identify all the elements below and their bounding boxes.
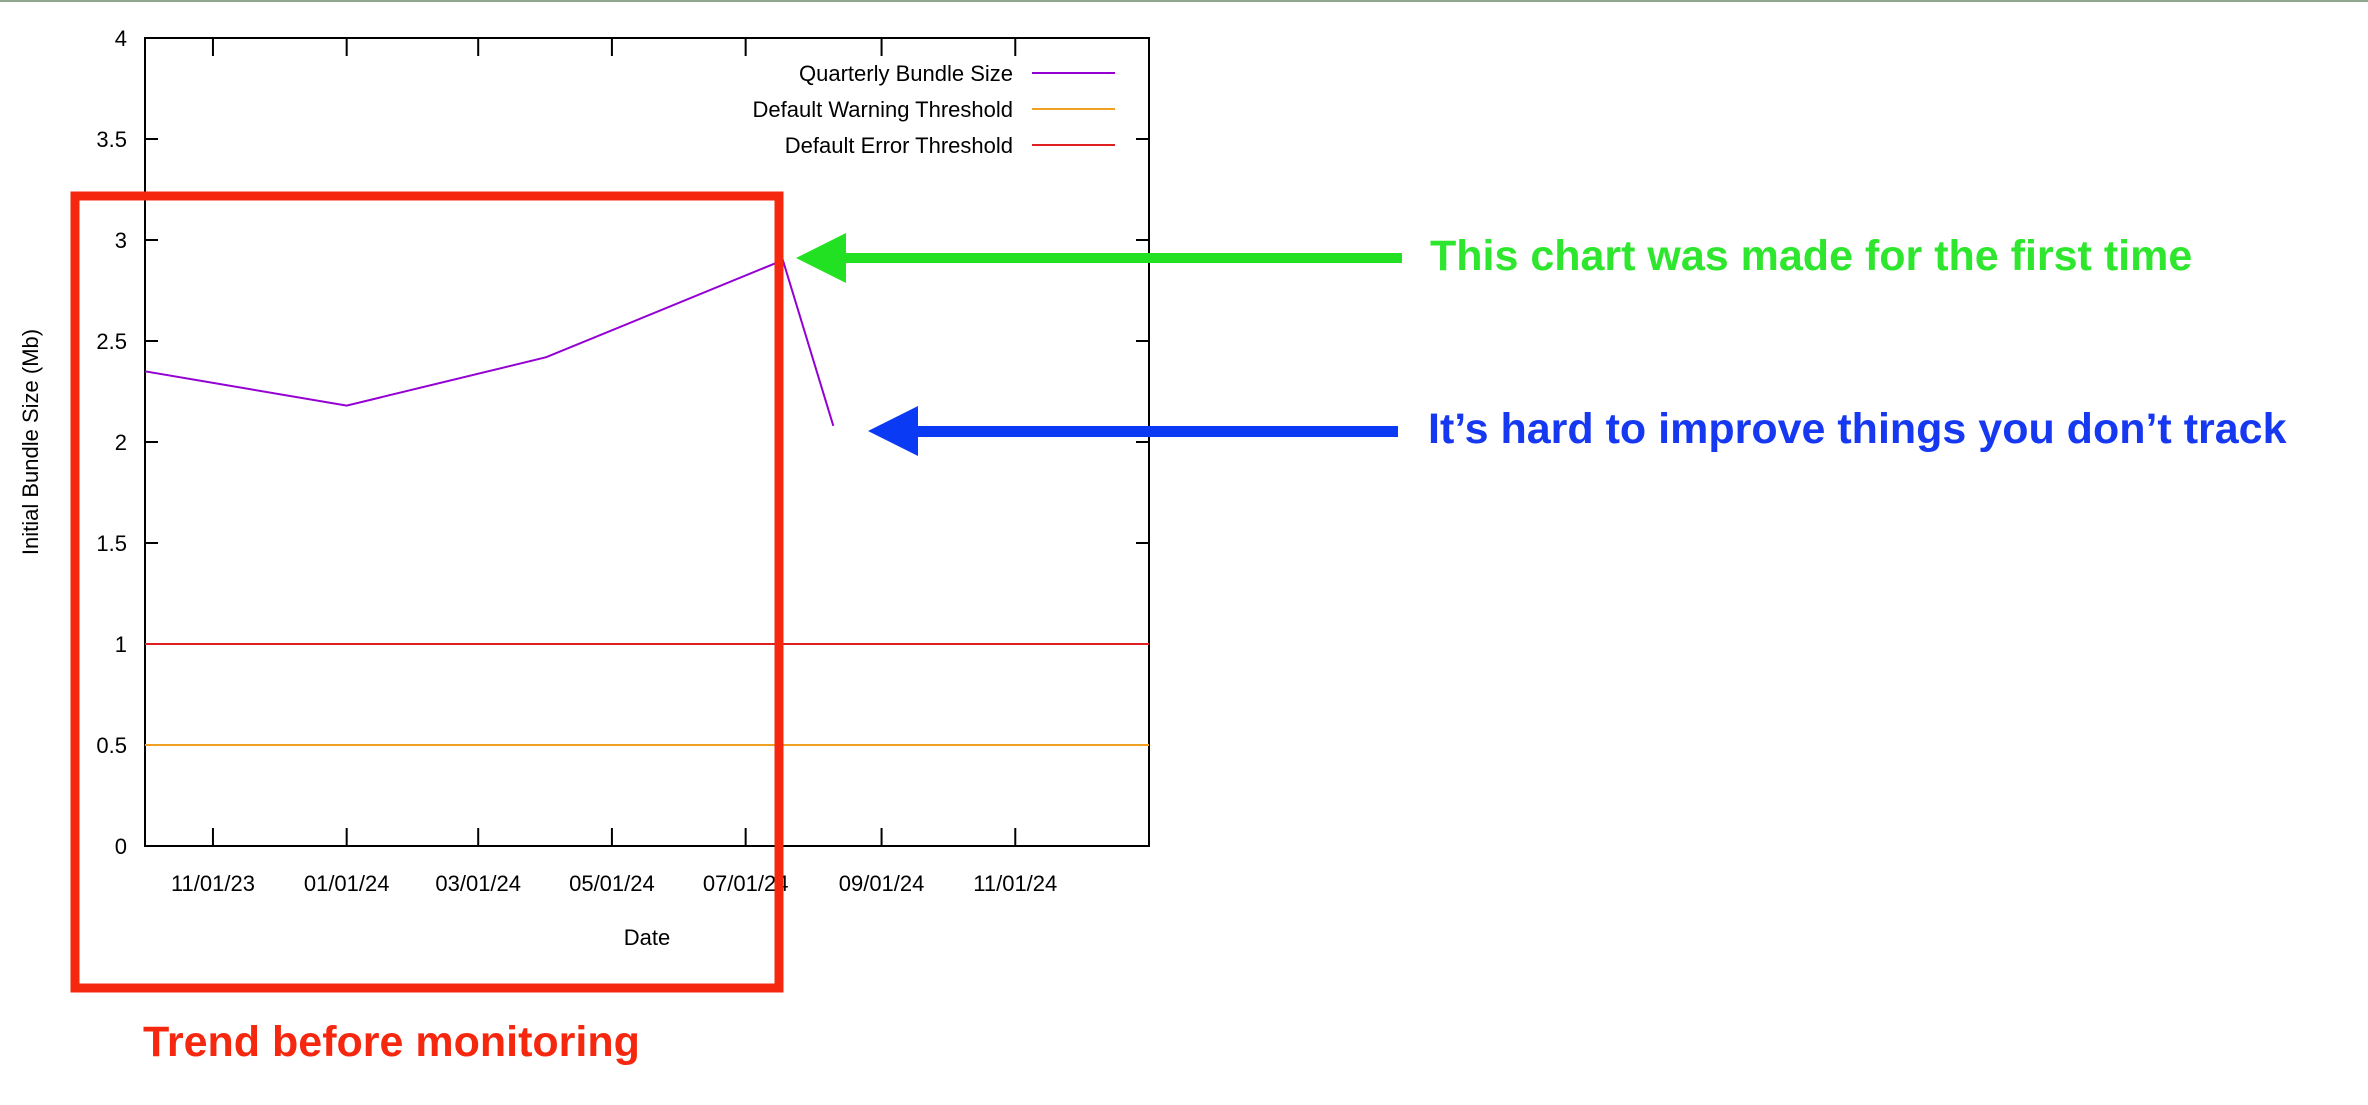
x-tick-label: 05/01/24 [569, 871, 655, 896]
blue-arrow-head [868, 406, 918, 456]
legend-warning-threshold-label: Default Warning Threshold [753, 97, 1013, 122]
x-tick-label: 11/01/24 [973, 871, 1057, 896]
highlight-box [70, 191, 784, 993]
blue-arrow-shaft [912, 426, 1398, 437]
green-arrow-shaft [840, 253, 1402, 263]
y-tick-label: 2.5 [96, 329, 127, 354]
series-line-quarterly-bundle-size [144, 258, 835, 427]
green-arrow-head [796, 233, 846, 283]
annotation-hard-to-improve: It’s hard to improve things you don’t tr… [1428, 405, 2287, 453]
y-axis-title: Initial Bundle Size (Mb) [18, 329, 43, 555]
y-tick-label: 1 [115, 632, 127, 657]
y-tick-label: 0.5 [96, 733, 127, 758]
y-tick-label: 3.5 [96, 127, 127, 152]
y-tick-label: 0 [115, 834, 127, 859]
x-tick-label: 07/01/24 [703, 871, 789, 896]
legend-error-threshold-label: Default Error Threshold [785, 133, 1013, 158]
x-tick-label: 11/01/23 [171, 871, 255, 896]
annotation-trend-before-monitoring: Trend before monitoring [143, 1018, 640, 1066]
x-tick-label: 09/01/24 [839, 871, 925, 896]
x-axis-title: Date [624, 925, 670, 950]
y-tick-label: 4 [115, 26, 127, 51]
legend-quarterly-bundle-size-label: Quarterly Bundle Size [799, 61, 1013, 86]
y-tick-label: 2 [115, 430, 127, 455]
annotation-first-time: This chart was made for the first time [1430, 232, 2193, 280]
plot-frame [144, 37, 1150, 847]
x-tick-label: 03/01/24 [435, 871, 521, 896]
x-tick-label: 01/01/24 [304, 871, 390, 896]
y-tick-label: 1.5 [96, 531, 127, 556]
y-tick-label: 3 [115, 228, 127, 253]
top-rule [0, 0, 2368, 2]
